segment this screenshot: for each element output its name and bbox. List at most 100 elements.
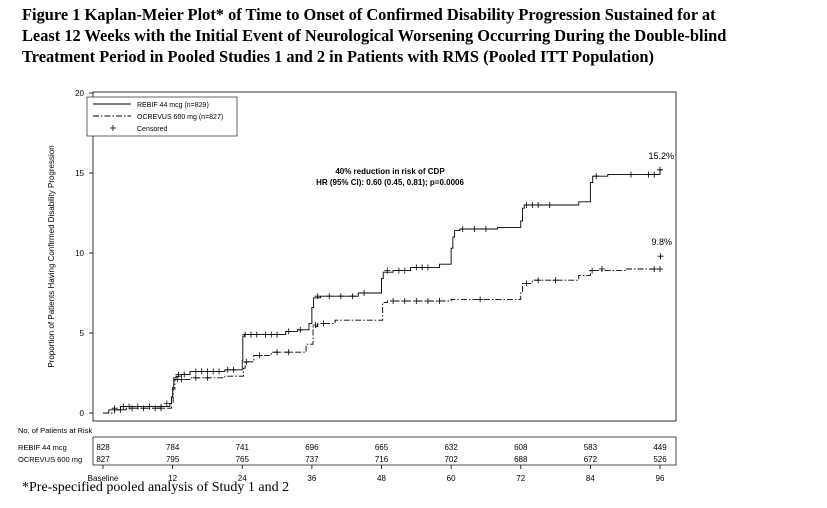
censored-mark (285, 349, 292, 356)
risk-count: 665 (375, 443, 389, 452)
legend-rebif-label: REBIF 44 mcg (n=829) (137, 102, 209, 109)
censored-mark (395, 267, 402, 274)
y-tick-label: 10 (75, 249, 84, 258)
risk-count: 795 (166, 455, 180, 464)
risk-count: 702 (444, 455, 458, 464)
censored-mark (285, 328, 292, 335)
censored-mark (216, 368, 223, 375)
risk-count: 449 (653, 443, 667, 452)
risk-row-label: OCREVUS 600 mg (18, 455, 82, 464)
censored-mark (589, 267, 596, 274)
censored-mark (247, 331, 254, 338)
risk-table-frame (92, 436, 677, 466)
censored-mark (262, 331, 269, 338)
censored-mark (424, 298, 431, 304)
risk-count: 583 (584, 443, 598, 452)
risk-count: 828 (96, 443, 110, 452)
censored-mark (253, 331, 260, 338)
censored-mark (204, 374, 211, 381)
x-tick-label: 96 (656, 474, 665, 483)
x-tick-label: 12 (168, 474, 177, 483)
censored-mark (242, 331, 249, 338)
censored-mark (192, 374, 199, 381)
risk-count: 827 (96, 455, 110, 464)
y-tick-label: 20 (75, 89, 84, 98)
censored-mark (175, 371, 182, 378)
censored-mark (256, 352, 263, 359)
censored-mark (384, 267, 391, 274)
censored-mark (471, 226, 478, 232)
x-tick-label: 72 (516, 474, 525, 483)
censored-mark (401, 267, 408, 274)
rebif-km-curve (103, 169, 662, 414)
censored-mark (657, 166, 663, 173)
legend-censored-swatch (110, 125, 116, 131)
censored-mark (657, 253, 664, 260)
censored-mark (230, 366, 237, 373)
risk-count: 526 (653, 455, 667, 464)
censored-mark (120, 403, 127, 410)
censored-mark (424, 264, 431, 271)
censored-mark (459, 226, 466, 232)
x-tick-label: 48 (377, 474, 386, 483)
risk-count: 688 (514, 455, 528, 464)
censored-mark (593, 173, 600, 180)
risk-count: 696 (305, 443, 319, 452)
censored-mark (181, 371, 188, 378)
x-tick-label: 84 (586, 474, 595, 483)
censored-mark (126, 403, 133, 410)
censored-mark (210, 368, 217, 375)
censored-mark (552, 277, 559, 284)
censored-mark (243, 358, 250, 365)
censored-mark (224, 366, 231, 373)
y-axis-label: Proportion of Patients Having Confirmed … (47, 145, 56, 367)
hr-annotation-line1: 40% reduction in risk of CDP (335, 167, 445, 176)
censored-mark (117, 406, 124, 413)
x-tick-label: 36 (307, 474, 316, 483)
censored-mark (436, 298, 443, 304)
risk-count: 672 (584, 455, 598, 464)
x-tick-label: Baseline (88, 474, 119, 483)
ocrevus-end-label: 9.8% (651, 237, 672, 247)
censored-mark (158, 405, 165, 412)
y-tick-label: 15 (75, 169, 84, 178)
censored-mark (413, 298, 420, 304)
y-tick-label: 0 (80, 409, 85, 418)
censored-mark (482, 226, 489, 232)
censored-mark (598, 266, 605, 272)
plot-frame (92, 91, 677, 422)
censored-mark (312, 322, 319, 328)
censored-mark (204, 368, 211, 375)
censored-mark (337, 293, 344, 300)
censored-mark (657, 266, 663, 272)
risk-count: 716 (375, 455, 389, 464)
censored-mark (523, 202, 530, 208)
legend-box (86, 96, 238, 137)
censored-mark (529, 202, 536, 208)
x-tick-label: 24 (238, 474, 247, 483)
censored-mark (477, 296, 484, 303)
censored-mark (163, 400, 170, 407)
risk-table-title: No. of Patients at Risk (18, 426, 92, 435)
censored-mark (627, 171, 634, 178)
legend-ocrevus-label: OCREVUS 600 mg (n=827) (137, 114, 223, 121)
censored-mark (326, 293, 333, 300)
risk-count: 765 (236, 455, 250, 464)
risk-count: 632 (444, 443, 458, 452)
censored-mark (413, 264, 420, 271)
censored-mark (546, 202, 553, 208)
censored-mark (129, 405, 136, 412)
censored-mark (523, 280, 530, 287)
censored-mark (268, 331, 275, 338)
censored-mark (178, 376, 185, 383)
censored-mark (390, 298, 397, 304)
risk-row-label: REBIF 44 mcg (18, 443, 67, 452)
censored-mark (535, 277, 542, 284)
y-tick-label: 5 (80, 329, 85, 338)
censored-mark (274, 331, 281, 338)
censored-mark (651, 171, 658, 178)
censored-mark (320, 320, 327, 327)
censored-mark (152, 405, 159, 412)
censored-mark (645, 171, 652, 178)
